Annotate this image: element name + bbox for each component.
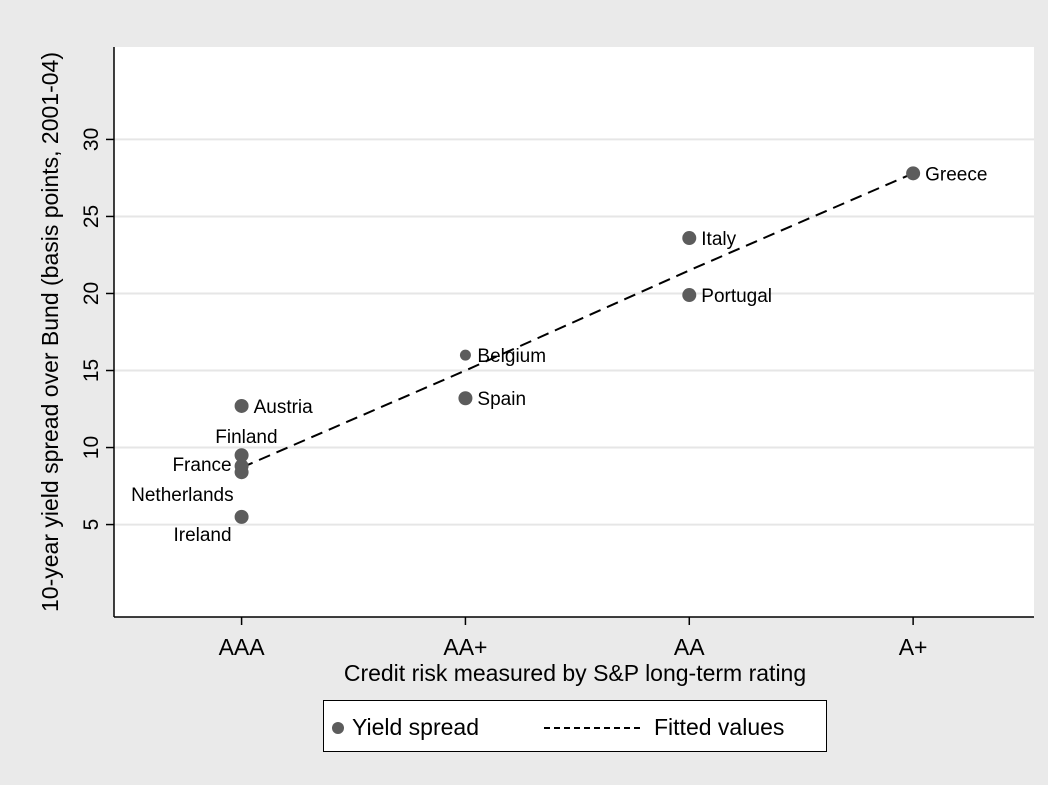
x-tick-label-aaa: AAA (219, 634, 266, 660)
point-label-greece: Greece (925, 164, 987, 185)
point-greece (906, 166, 921, 181)
y-tick-label-30: 30 (80, 128, 103, 151)
y-tick-label-10: 10 (80, 436, 103, 459)
ticks: 5 10 15 20 25 30 AAA AA+ AA A+ (80, 128, 928, 660)
x-tick-label-aa: AA+ (443, 634, 487, 660)
point-label-netherlands: Netherlands (131, 485, 233, 506)
point-finland (234, 448, 249, 463)
legend-item-yield-spread: Yield spread (332, 714, 479, 741)
point-belgium (459, 349, 471, 361)
legend-marker-dashed-line (544, 726, 640, 729)
point-label-austria: Austria (254, 397, 314, 418)
x-tick-label-a: A+ (899, 634, 928, 660)
point-label-belgium: Belgium (477, 346, 546, 367)
point-label-ireland: Ireland (173, 525, 231, 546)
points-layer (234, 166, 921, 524)
point-ireland (234, 509, 249, 524)
y-axis-title: 10-year yield spread over Bund (basis po… (37, 52, 63, 612)
legend-item-fitted-values: Fitted values (544, 714, 784, 741)
fitted-values-line (241, 172, 914, 469)
point-italy (682, 231, 697, 246)
y-tick-label-25: 25 (80, 205, 103, 228)
point-austria (234, 398, 249, 413)
legend-label-yield-spread: Yield spread (352, 714, 480, 740)
y-tick-label-15: 15 (80, 359, 103, 382)
grid-lines (114, 138, 1034, 526)
point-label-spain: Spain (477, 389, 526, 410)
point-spain (458, 391, 473, 406)
point-netherlands (234, 465, 249, 480)
point-label-finland: Finland (215, 427, 277, 448)
legend-label-fitted-values: Fitted values (654, 714, 785, 740)
y-tick-label-20: 20 (80, 282, 103, 305)
axes (113, 47, 1034, 618)
point-label-portugal: Portugal (701, 286, 772, 307)
fitted-line-layer (241, 172, 914, 469)
legend-marker-dot (332, 721, 344, 734)
y-tick-label-5: 5 (80, 519, 103, 531)
x-tick-label-aa: AA (674, 634, 705, 660)
point-label-france: France (172, 455, 231, 476)
x-axis-title: Credit risk measured by S&P long-term ra… (344, 660, 806, 686)
point-portugal (682, 288, 697, 303)
point-label-italy: Italy (701, 229, 736, 250)
legend: Yield spread Fitted values (323, 700, 827, 752)
plot-area (114, 47, 1034, 617)
point-labels-layer: Austria Finland France Netherlands Ireland Be… (131, 164, 987, 546)
